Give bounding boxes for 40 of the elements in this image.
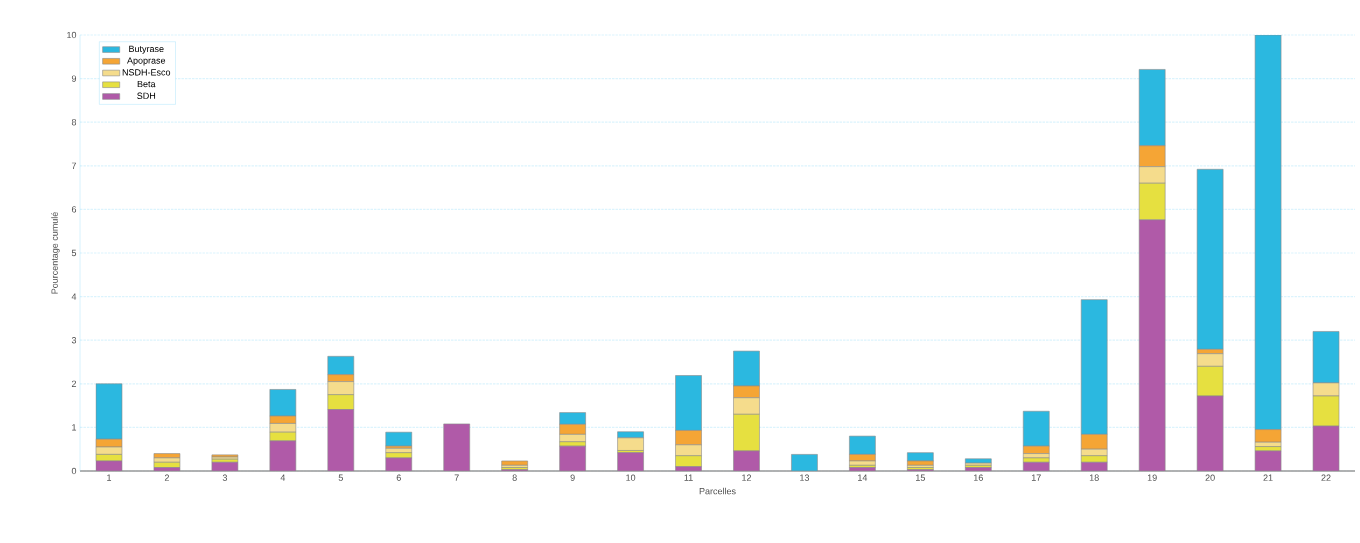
x-tick-label: 17 [1031,474,1041,481]
x-tick-label: 18 [1089,474,1099,481]
legend-label: NSDH-Esco [122,69,171,76]
y-tick-label: 6 [71,206,77,213]
x-tick-label: 3 [222,474,228,481]
legend-label: Beta [137,80,156,88]
y-tick-label: 9 [71,75,77,82]
y-axis-title: Pourcentage cumulé [51,212,60,294]
x-tick-label: 16 [973,474,983,481]
y-tick-label: 2 [71,380,77,387]
x-tick-label: 11 [684,474,693,481]
x-tick-label: 4 [280,474,286,481]
x-tick-label: 21 [1263,474,1273,481]
x-tick-label: 15 [916,474,925,481]
legend-label: Apoprase [127,57,166,66]
y-tick-label: 1 [72,424,77,431]
x-tick-label: 1 [107,474,112,481]
legend-label: SDH [137,92,156,99]
x-tick-label: 20 [1205,474,1215,481]
y-tick-label: 5 [71,249,77,257]
x-tick-label: 9 [570,474,575,481]
x-tick-label: 5 [338,474,343,481]
x-tick-label: 22 [1321,474,1331,481]
x-tick-label: 14 [858,474,868,481]
x-tick-label: 13 [800,474,810,481]
y-tick-label: 3 [71,337,77,344]
y-tick-label: 10 [67,31,77,39]
y-tick-label: 0 [71,467,77,475]
x-axis-title: Parcelles [699,487,736,495]
y-tick-label: 4 [71,293,77,300]
x-tick-label: 7 [454,474,459,481]
y-tick-label: 7 [71,162,77,169]
x-tick-label: 6 [396,474,401,481]
x-tick-label: 2 [164,474,169,481]
x-tick-label: 10 [626,474,636,481]
x-tick-label: 19 [1147,474,1157,481]
legend-label: Butyrase [129,45,164,54]
x-tick-label: 12 [742,474,752,481]
x-tick-label: 8 [512,474,517,481]
y-tick-label: 8 [71,119,77,126]
